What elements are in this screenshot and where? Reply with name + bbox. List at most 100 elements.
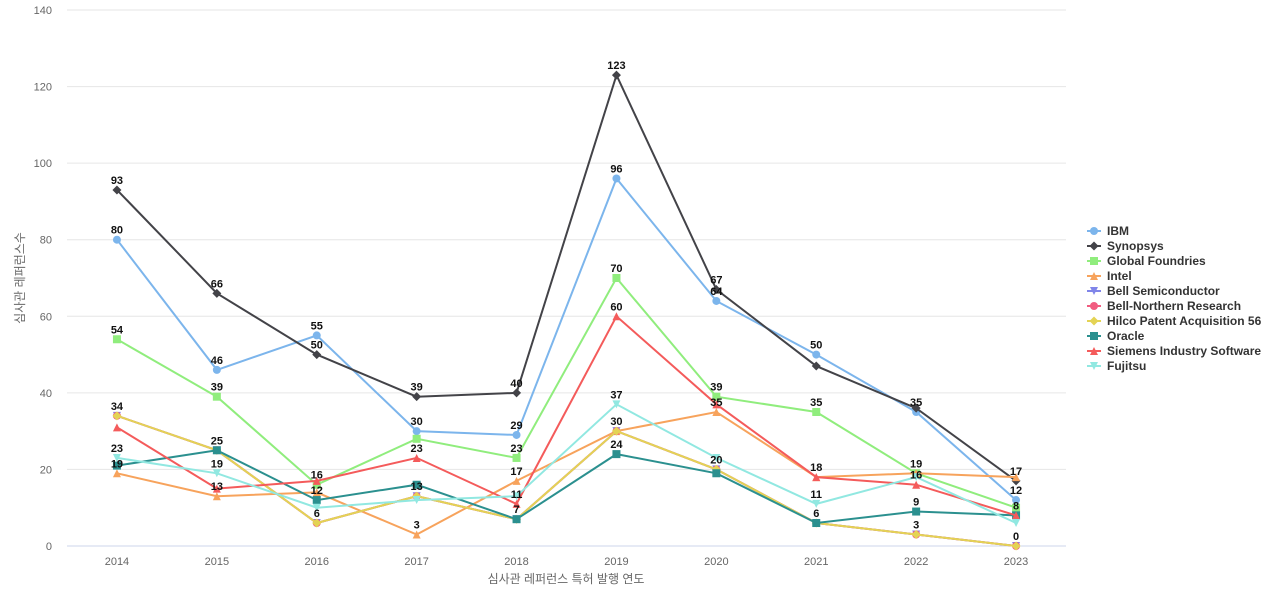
data-point-ibm xyxy=(512,430,521,439)
y-tick-label: 60 xyxy=(40,311,52,323)
data-point-hilco-patent-acquisition-56 xyxy=(312,518,322,528)
legend-item-bell-semiconductor[interactable]: Bell Semiconductor xyxy=(1087,284,1220,298)
data-point-hilco-patent-acquisition-56 xyxy=(112,411,122,421)
data-point-intel xyxy=(712,408,721,416)
data-point-hilco-patent-acquisition-56 xyxy=(1011,541,1021,551)
data-point-intel xyxy=(312,488,321,497)
series-group xyxy=(112,70,1021,551)
x-tick-label: 2021 xyxy=(804,556,828,568)
legend-marker-intel xyxy=(1090,272,1098,280)
series-line-siemens-industry-software xyxy=(116,314,1017,517)
data-label: 35 xyxy=(810,397,822,409)
data-point-global-foundries xyxy=(512,453,521,462)
x-axis-title: 심사관 레퍼런스 특허 발행 연도 xyxy=(488,571,645,586)
x-tick-label: 2017 xyxy=(404,556,428,568)
series-hilco-patent-acquisition-56 xyxy=(112,411,1021,551)
series-line-global-foundries xyxy=(116,276,1017,509)
legend-item-intel[interactable]: Intel xyxy=(1087,269,1132,283)
data-label: 7 xyxy=(513,504,519,516)
data-label: 18 xyxy=(810,462,822,474)
y-tick-label: 40 xyxy=(40,388,52,400)
data-point-intel xyxy=(1012,473,1021,482)
legend-item-ibm[interactable]: IBM xyxy=(1087,224,1129,238)
data-point-oracle xyxy=(512,515,521,524)
series-fujitsu xyxy=(112,400,1021,528)
series-line-hilco-patent-acquisition-56 xyxy=(116,414,1017,547)
data-point-fujitsu xyxy=(612,400,621,409)
data-label: 54 xyxy=(111,324,124,336)
data-point-oracle xyxy=(412,480,421,489)
data-point-fujitsu xyxy=(412,496,421,505)
series-siemens-industry-software xyxy=(112,312,1021,520)
data-label: 23 xyxy=(111,443,123,455)
data-label: 8 xyxy=(1013,500,1019,512)
data-point-global-foundries xyxy=(1012,503,1021,512)
data-point-ibm xyxy=(812,350,821,359)
data-label: 35 xyxy=(910,397,922,409)
legend-item-synopsys[interactable]: Synopsys xyxy=(1087,239,1164,253)
legend-marker-bell-semiconductor xyxy=(1090,287,1098,295)
legend-item-oracle[interactable]: Oracle xyxy=(1087,329,1145,343)
data-point-hilco-patent-acquisition-56 xyxy=(611,426,621,436)
y-tick-label: 120 xyxy=(34,82,52,94)
series-bell-semiconductor xyxy=(112,411,1021,550)
data-point-oracle xyxy=(912,507,921,516)
data-point-oracle xyxy=(112,461,121,470)
x-tick-label: 2018 xyxy=(504,556,528,568)
legend-label: Fujitsu xyxy=(1107,359,1146,373)
data-label: 30 xyxy=(411,416,423,428)
data-point-ibm xyxy=(612,174,621,183)
legend-marker-synopsys xyxy=(1089,241,1099,251)
data-label: 23 xyxy=(510,443,522,455)
legend-label: Bell Semiconductor xyxy=(1107,284,1220,298)
data-label: 19 xyxy=(910,458,922,470)
data-point-fujitsu xyxy=(912,473,921,482)
legend-label: Global Foundries xyxy=(1107,254,1206,268)
legend-marker-oracle xyxy=(1090,332,1098,340)
data-point-fujitsu xyxy=(312,503,321,512)
data-point-siemens-industry-software xyxy=(612,312,621,321)
data-point-ibm xyxy=(312,331,321,340)
data-label: 46 xyxy=(211,355,223,367)
data-label: 50 xyxy=(810,340,822,352)
data-point-oracle xyxy=(212,446,221,455)
data-point-synopsys xyxy=(611,70,621,80)
data-point-fujitsu xyxy=(1012,519,1021,528)
data-point-synopsys xyxy=(312,350,322,360)
data-label: 19 xyxy=(211,458,223,470)
y-axis: 0 20 40 60 80 100 120 140 xyxy=(34,5,52,553)
series-line-bell-semiconductor xyxy=(116,414,1017,547)
data-labels: 9380543423196646392519135550161263930231… xyxy=(111,60,1022,543)
data-point-intel xyxy=(512,476,521,485)
legend-label: Bell-Northern Research xyxy=(1107,299,1241,313)
data-label: 12 xyxy=(311,485,323,497)
data-point-synopsys xyxy=(711,284,721,294)
legend-item-bell-northern-research[interactable]: Bell-Northern Research xyxy=(1087,299,1241,313)
data-label: 16 xyxy=(311,470,323,482)
data-label: 123 xyxy=(607,60,625,72)
data-point-ibm xyxy=(1012,496,1021,505)
gridlines xyxy=(67,9,1066,547)
data-point-siemens-industry-software xyxy=(512,499,521,508)
legend-item-global-foundries[interactable]: Global Foundries xyxy=(1087,254,1206,268)
data-point-siemens-industry-software xyxy=(812,473,821,482)
data-label: 13 xyxy=(211,481,223,493)
data-point-global-foundries xyxy=(712,392,721,401)
data-point-ibm xyxy=(712,296,721,305)
legend-label: Hilco Patent Acquisition 56 xyxy=(1107,314,1262,328)
data-point-fujitsu xyxy=(512,492,521,501)
legend-item-siemens-industry-software[interactable]: Siemens Industry Software xyxy=(1087,344,1261,358)
legend-item-fujitsu[interactable]: Fujitsu xyxy=(1087,359,1146,373)
series-line-ibm xyxy=(116,176,1017,501)
series-bell-northern-research xyxy=(112,411,1021,550)
data-label: 67 xyxy=(710,274,722,286)
data-point-oracle xyxy=(812,519,821,528)
legend-item-hilco-patent-acquisition-56[interactable]: Hilco Patent Acquisition 56 xyxy=(1087,314,1262,328)
data-label: 60 xyxy=(610,301,622,313)
data-point-global-foundries xyxy=(212,392,221,401)
y-tick-label: 0 xyxy=(46,541,52,553)
legend-label: IBM xyxy=(1107,224,1129,238)
series-line-oracle xyxy=(116,449,1017,525)
data-point-oracle xyxy=(612,450,621,459)
